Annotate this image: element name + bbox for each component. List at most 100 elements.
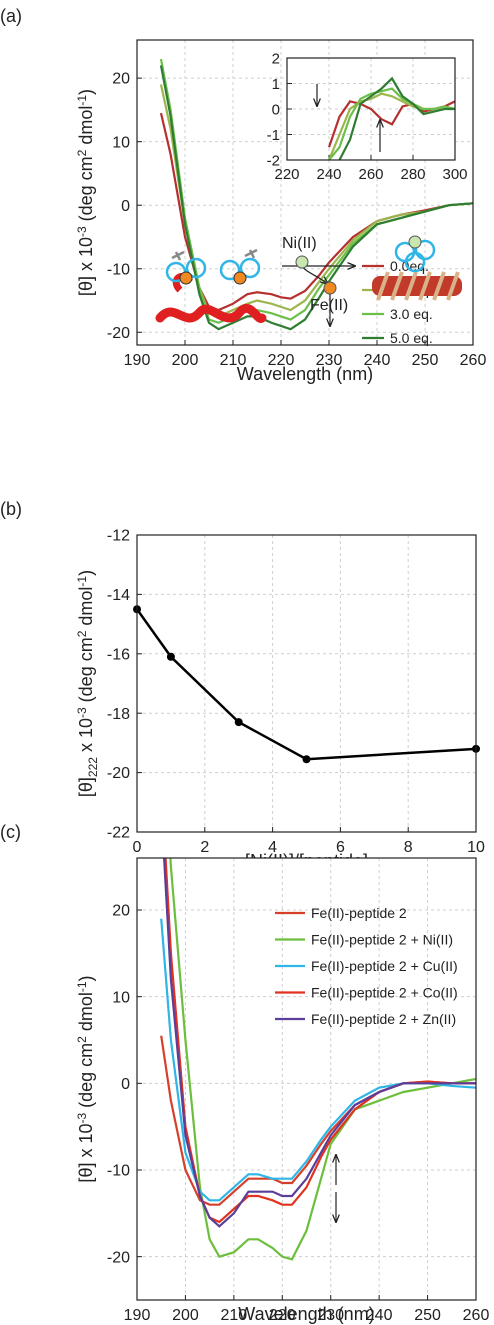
y-axis-label-part: ) [76, 975, 96, 981]
y-tick-label: -18 [107, 706, 130, 723]
panel-label: (c) [0, 822, 21, 842]
y-axis-label-part: -1 [75, 981, 89, 992]
y-axis-label-part: -1 [75, 576, 89, 587]
y-axis-label-part: [θ] x 10 [76, 237, 96, 296]
x-tick-label: 4 [268, 839, 277, 856]
x-tick-label: 260 [358, 166, 383, 183]
x-tick-label: 190 [124, 1307, 151, 1324]
x-tick-label: 220 [268, 352, 295, 369]
x-tick-label: 0 [133, 839, 142, 856]
y-tick-label: 1 [272, 76, 280, 93]
panel: -22-20-18-16-14-120246810(b)[Ni(II)]/[pe… [0, 499, 485, 871]
y-axis-label-part: -3 [75, 707, 89, 718]
data-point [234, 718, 243, 727]
series-line [163, 858, 476, 1228]
y-tick-label: -2 [267, 152, 280, 169]
series-line [328, 87, 455, 160]
plot-frame [286, 57, 456, 161]
y-axis-label-part: dmol [76, 992, 96, 1036]
y-tick-label: 10 [112, 989, 130, 1006]
y-axis-label-part: -3 [75, 1113, 89, 1124]
y-axis-label-part: 2 [75, 630, 89, 637]
y-axis-label-part: 2 [75, 1036, 89, 1043]
legend-label: 3.0 eq. [390, 306, 433, 322]
x-tick-label: 260 [460, 352, 487, 369]
x-tick-label: 250 [412, 352, 439, 369]
y-axis-label-part: -1 [75, 95, 89, 106]
y-axis-label-part: ) [76, 89, 96, 95]
data-point [302, 755, 311, 764]
y-tick-label: -20 [107, 325, 130, 342]
y-axis-label-part: 2 [75, 149, 89, 156]
plot-area [137, 535, 476, 832]
panel-label: (a) [0, 6, 22, 26]
x-tick-label: 210 [221, 1307, 248, 1324]
x-tick-label: 210 [220, 352, 247, 369]
y-tick-label: 0 [121, 198, 130, 215]
schematic [155, 235, 462, 323]
x-tick-label: 250 [414, 1307, 441, 1324]
x-tick-label: 240 [364, 352, 391, 369]
plot-area [137, 858, 476, 1300]
legend-label: 5.0 eq. [390, 330, 433, 346]
data-point [166, 652, 175, 661]
x-tick-label: 260 [463, 1307, 490, 1324]
x-tick-label: 280 [400, 166, 425, 183]
plot-frame [136, 534, 477, 833]
y-tick-label: 20 [112, 71, 130, 88]
y-axis-label-part: dmol [76, 587, 96, 631]
x-tick-label: 2 [200, 839, 209, 856]
annotation: Fe(II) [310, 297, 348, 314]
series-line [160, 918, 476, 1202]
y-tick-label: -22 [107, 825, 130, 842]
y-axis-label-part: (deg cm [76, 1043, 96, 1113]
y-axis-label-part: (deg cm [76, 156, 96, 226]
y-axis-label: [θ] x 10-3 (deg cm2 dmol-1) [75, 89, 96, 296]
plot-frame [136, 857, 477, 1301]
y-tick-label: -10 [107, 261, 130, 278]
y-axis-label-part: ) [76, 570, 96, 576]
x-tick-label: 200 [172, 1307, 199, 1324]
x-tick-label: 10 [467, 839, 485, 856]
y-tick-label: 10 [112, 134, 130, 151]
y-axis-label-part: -3 [75, 226, 89, 237]
y-axis-label-part: 222 [86, 757, 100, 777]
x-tick-label: 230 [317, 1307, 344, 1324]
legend-label: Fe(II)-peptide 2 + Zn(II) [311, 1011, 456, 1027]
y-axis-label-part: (deg cm [76, 637, 96, 707]
inset: -2 -1 0 1 2 220 240 260 280 300 [267, 50, 468, 183]
y-axis-label: [θ]222 x 10-3 (deg cm2 dmol-1) [75, 570, 100, 797]
y-tick-label: -20 [107, 1249, 130, 1266]
x-tick-label: 200 [172, 352, 199, 369]
x-axis-label: Wavelength (nm) [237, 364, 373, 384]
series-line [159, 65, 473, 331]
legend-label: Fe(II)-peptide 2 + Ni(II) [311, 932, 453, 948]
y-axis-label: [θ] x 10-3 (deg cm2 dmol-1) [75, 975, 96, 1182]
x-tick-label: 230 [316, 352, 343, 369]
y-axis-label-part: [θ] [76, 777, 96, 797]
x-tick-label: 240 [316, 166, 341, 183]
y-tick-label: -20 [107, 765, 130, 782]
panel-label: (b) [0, 499, 22, 519]
x-tick-label: 300 [442, 166, 467, 183]
legend-label: Fe(II)-peptide 2 + Co(II) [311, 985, 458, 1001]
y-tick-label: 0 [272, 101, 280, 118]
y-tick-label: 20 [112, 903, 130, 920]
x-tick-label: 220 [274, 166, 299, 183]
x-tick-label: 6 [336, 839, 345, 856]
y-tick-label: -14 [107, 587, 130, 604]
y-tick-label: 0 [121, 1076, 130, 1093]
x-axis-label: Wavelength (nm) [238, 1304, 374, 1324]
y-tick-label: 2 [272, 50, 280, 67]
x-tick-label: 220 [269, 1307, 296, 1324]
y-axis-label-part: [θ] x 10 [76, 1124, 96, 1183]
plot-frame [136, 39, 474, 346]
annotation: Ni(II) [282, 235, 317, 252]
x-tick-label: 190 [124, 352, 151, 369]
legend-label: Fe(II)-peptide 2 [311, 905, 407, 921]
y-tick-label: -12 [107, 528, 130, 545]
legend-label: Fe(II)-peptide 2 + Cu(II) [311, 958, 458, 974]
